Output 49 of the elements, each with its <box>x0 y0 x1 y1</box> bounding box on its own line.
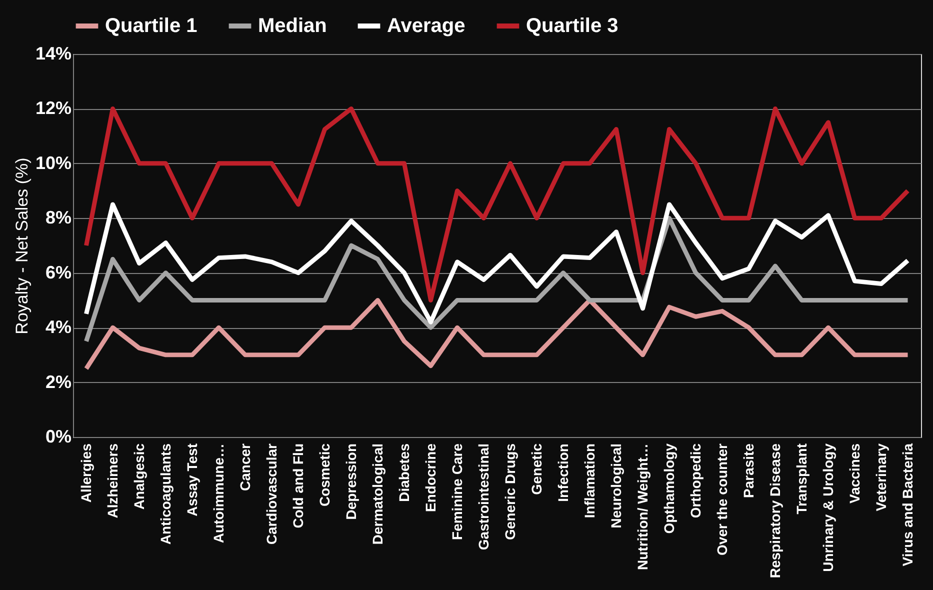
x-tick-label: Generic Drugs <box>502 443 518 540</box>
x-tick-label: Depression <box>342 444 359 520</box>
legend-label: Quartile 3 <box>526 15 618 37</box>
x-tick-label: Infection <box>554 444 571 502</box>
x-tick-label: Assay Test <box>184 443 200 516</box>
x-tick-label: Endocrine <box>422 443 438 512</box>
x-tick-label: Diabetes <box>396 443 412 502</box>
y-tick-label: 10% <box>35 152 72 173</box>
x-tick-label: Inflamation <box>581 444 598 518</box>
line-series <box>84 298 910 371</box>
legend-label: Median <box>258 15 327 37</box>
x-tick-label: Cancer <box>236 442 253 491</box>
x-tick-label: Orthopedic <box>687 443 704 518</box>
x-tick-label: Respiratory Disease <box>766 443 783 578</box>
x-tick-label: Analgesic <box>130 443 147 510</box>
y-axis-title: Royalty - Net Sales (%) <box>12 158 32 334</box>
x-tick-label: Cosmetic <box>316 443 332 507</box>
y-tick-label: 6% <box>45 262 72 282</box>
x-tick-label: Dermatological <box>369 444 386 545</box>
y-tick-label: 0% <box>45 426 72 446</box>
x-tick-label: Unrinary & Urology <box>820 443 836 572</box>
y-tick-label: 8% <box>45 208 72 228</box>
line-series <box>84 216 910 344</box>
legend-label: Quartile 1 <box>105 15 198 37</box>
y-tick-label: 4% <box>45 317 72 338</box>
x-tick-label: Opthamology <box>660 443 677 534</box>
x-tick-label: Veterinary <box>872 443 889 512</box>
x-tick-label: Virus and Bacteria <box>899 443 916 566</box>
x-tick-label: Nutrition/ Weight… <box>634 444 650 570</box>
y-tick-label: 2% <box>45 372 72 392</box>
x-tick-label: Anticoagulants <box>157 443 174 545</box>
x-tick-label: Gastrointestinal <box>475 444 492 550</box>
x-tick-label: Feminine Care <box>448 443 465 540</box>
x-tick-label: Genetic <box>528 443 544 495</box>
x-tick-label: Cold and Flu <box>290 444 306 528</box>
x-tick-label: Transplant <box>793 443 810 514</box>
x-tick-label: Vaccines <box>846 443 862 504</box>
y-tick-label: 12% <box>35 98 72 118</box>
x-tick-label: Alzheimers <box>104 443 120 518</box>
y-tick-label: 14% <box>35 44 72 64</box>
line-series <box>84 106 910 302</box>
x-tick-label: Neurological <box>608 444 624 528</box>
x-tick-label: Cardiovascular <box>263 442 280 545</box>
x-tick-label: Allergies <box>78 443 94 503</box>
x-tick-label: Over the counter <box>714 442 730 556</box>
line-series <box>84 202 910 324</box>
x-tick-label: Parasite <box>740 443 756 498</box>
x-tick-label: Autoimmune… <box>210 444 226 544</box>
legend-label: Average <box>387 15 466 37</box>
